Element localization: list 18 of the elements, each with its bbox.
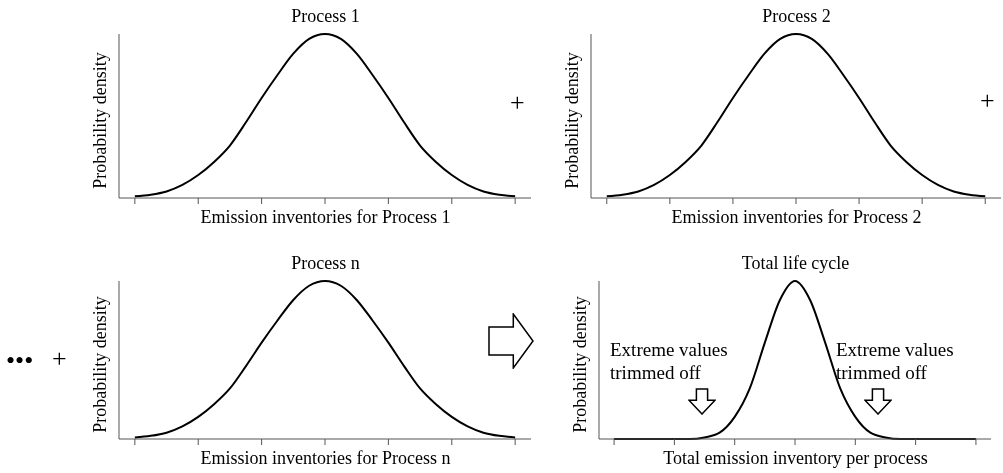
annotation: +	[510, 88, 526, 117]
y-axis-title: Probability density	[89, 51, 111, 189]
annotation: Extreme values trimmed off	[610, 338, 729, 384]
x-axis-title: Emission inventories for Process 2	[670, 207, 923, 228]
x-axis-title: Emission inventories for Process n	[199, 448, 452, 469]
x-axis-title: Total emission inventory per process	[662, 448, 929, 469]
chart-title: Process 1	[290, 6, 361, 27]
text: +	[52, 344, 68, 373]
text: •••	[6, 346, 35, 375]
x-axis-title: Emission inventories for Process 1	[199, 207, 452, 228]
chart-title: Total life cycle	[740, 253, 851, 274]
annotation: Extreme values trimmed off	[836, 338, 955, 384]
annotation: +	[980, 86, 996, 115]
chart-title: Process 2	[761, 6, 832, 27]
y-axis-title: Probability density	[569, 295, 591, 433]
y-axis-title: Probability density	[561, 51, 583, 189]
y-axis-title: Probability density	[89, 295, 111, 433]
chart-title: Process n	[290, 253, 361, 274]
